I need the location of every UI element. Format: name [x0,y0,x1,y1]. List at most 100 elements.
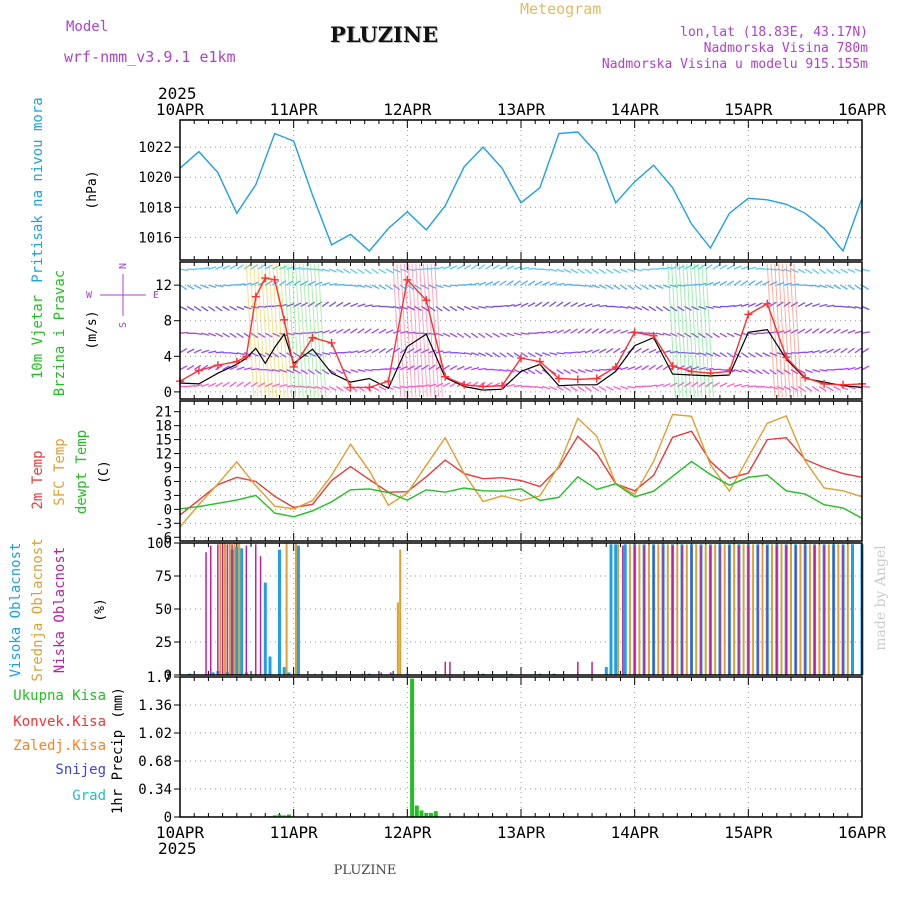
wind-arrow [414,385,423,388]
wind-arrow [485,332,493,338]
wind-arrow [620,268,629,273]
cloud-mid-bar [399,549,402,675]
wind-axis-title: 10m Vjetar [30,295,46,379]
cloud-low-bar [671,545,674,675]
cloud-mid-bar [666,544,669,675]
wind-arrow [520,352,529,358]
wind-arrow [463,264,472,270]
wind-arrow [295,263,304,398]
cloud-low-bar [221,544,224,675]
wind-arrow [343,328,351,334]
wind-arrow [257,263,266,398]
wind-arrow [655,383,664,388]
wind-arrow [591,369,601,372]
wind-arrow [534,369,543,375]
wind-arrow [186,305,195,312]
y-tick-label: 21 [155,405,172,421]
wind-arrow [676,365,685,371]
cloud-mid-bar [638,544,641,675]
cloud-mid-bar [808,544,811,675]
wind-arrow [421,332,430,335]
cloud-mid-bar [790,544,792,675]
wind-arrow [785,263,795,398]
y-tick-label: 15 [155,433,172,449]
wind-arrow [847,284,855,291]
y-tick-label: 8 [164,314,172,330]
wind-arrow [527,280,536,286]
wind-arrow [854,347,862,354]
wind-arrow [357,303,366,308]
cloud-low-bar [719,545,721,675]
wind-arrow [421,305,429,312]
wind-arrow [492,280,500,286]
wind-arrow [364,304,373,308]
wind-arrow [478,264,486,270]
wind-arrow [286,384,295,388]
wind-arrow [591,385,600,392]
wind-arrow [364,328,372,334]
wind-arrow [748,385,757,388]
wind-arrow [641,284,649,290]
wind-arrow [861,331,871,334]
wind-arrow [272,332,280,337]
wind-arrow [310,263,319,398]
cloud-low-bar [681,545,683,675]
elevation-readout: Nadmorska Visina 780m [703,41,868,56]
wind-arrow [321,301,330,308]
wind-arrow [584,386,592,392]
wind-arrow [605,348,614,354]
wind-arrow [463,366,472,371]
gust-marker [839,380,848,389]
wind-arrow [591,348,600,354]
wind-arrow [726,332,735,338]
wind-arrow [179,331,189,334]
wind-arrow [678,263,688,398]
wind-arrow [208,266,217,270]
wind-arrow [435,284,444,289]
temp-sfc-line [179,413,863,528]
wind-arrow [385,268,394,274]
wind-arrow [584,268,592,275]
cloud-low-bar [804,545,806,675]
wind-arrow [236,332,244,339]
cloud-low-bar [622,545,624,675]
wind-arrow [179,305,188,311]
wind-arrow [513,384,522,388]
wind-arrow [584,284,593,288]
wind-arrow [541,301,550,308]
pressure-panel: 1016 1018 1020 1022 [138,119,863,261]
wind-arrow [463,332,472,339]
gust-marker [441,372,450,381]
cloud-low-bar [577,661,579,675]
year-label-bottom: 2025 [158,839,197,858]
wind-arrow [740,352,749,358]
footer-station: PLUZINE [334,863,397,878]
y-tick-label: 25 [155,635,172,651]
cloud-low-bar [785,545,787,675]
cloud-low-bar [226,544,229,675]
precip-total-bar [286,814,291,817]
y-tick-label: 0 [164,385,172,401]
gust-marker [251,292,260,301]
wind-arrow [506,332,515,337]
wind-arrow [236,305,245,311]
wind-arrow [293,267,302,270]
wind-arrow [442,284,451,288]
wind-arrow [215,382,223,388]
y-tick-label: 1.02 [138,726,172,742]
wind-arrow [591,328,600,334]
wind-arrow [861,305,870,311]
pressure-axis-title: Pritisak na nivou mora [30,97,46,282]
wind-arrow [819,268,827,275]
wind-arrow [194,332,203,335]
wind-arrow [215,265,224,270]
wind-arrow [485,305,494,308]
wind-arrow [442,382,451,388]
wind-arrow [662,266,672,270]
time-axis-top: 10APR 11APR 12APR 13APR 14APR 15APR 16APR [156,100,887,119]
dewpoint-line [179,460,863,519]
gust-marker [630,328,639,337]
y-tick-label: 6 [164,474,172,490]
wind-arrow [563,328,571,334]
